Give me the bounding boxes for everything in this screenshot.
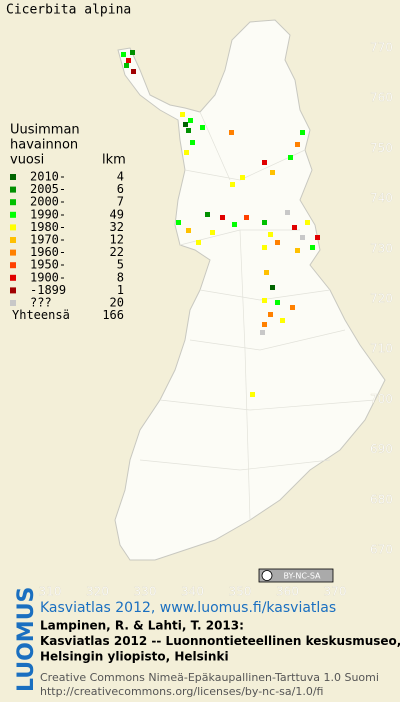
- legend-label: 1990-: [30, 207, 66, 221]
- legend-count: 5: [117, 258, 124, 272]
- legend-swatch: [10, 199, 16, 206]
- northing-label: 750: [370, 141, 393, 155]
- legend-label: 2010-: [30, 170, 66, 184]
- easting-label: 330: [134, 585, 157, 599]
- legend-swatch: [10, 287, 16, 294]
- legend-swatch: [10, 300, 16, 306]
- legend-label: 2000-: [30, 195, 66, 209]
- easting-label: 310: [39, 585, 62, 599]
- legend-label: 1980-: [30, 220, 66, 234]
- legend-count: 12: [110, 233, 124, 247]
- legend-count: 32: [110, 220, 124, 234]
- northing-label: 730: [370, 241, 393, 255]
- legend-total-label: Yhteensä: [12, 308, 70, 322]
- legend-count: 8: [117, 270, 124, 284]
- legend-label: 1970-: [30, 233, 66, 247]
- species-title: Cicerbita alpina: [6, 3, 131, 18]
- legend-swatch: [10, 186, 16, 193]
- northing-label: 670: [370, 543, 393, 557]
- map: [114, 19, 386, 561]
- legend-heading: vuosi: [10, 153, 44, 168]
- footer: Lampinen, R. & Lahti, T. 2013:Kasviatlas…: [40, 619, 400, 699]
- legend-count: 22: [110, 245, 124, 259]
- citation-line: Lampinen, R. & Lahti, T. 2013:: [40, 619, 244, 633]
- legend-heading: havainnon: [10, 138, 78, 153]
- legend-total: 166: [102, 308, 124, 322]
- observation-squares: [121, 50, 320, 397]
- license-badge: BY-NC-SA: [258, 568, 334, 583]
- license-line: http://creativecommons.org/licenses/by-n…: [40, 685, 323, 698]
- northing-label: 680: [370, 492, 393, 506]
- legend-swatch: [10, 224, 16, 231]
- legend-heading: Uusimman: [10, 123, 80, 138]
- legend-count-heading: lkm: [102, 153, 126, 168]
- northing-label: 740: [370, 191, 393, 205]
- northing-label: 690: [370, 442, 393, 456]
- legend-swatch: [10, 237, 16, 243]
- legend-label: 1950-: [30, 258, 66, 272]
- legend-label: -1899: [30, 283, 66, 297]
- easting-label: 340: [181, 585, 204, 599]
- legend-count: 1: [117, 283, 124, 297]
- legend-count: 49: [110, 207, 124, 221]
- easting-label: 360: [276, 585, 299, 599]
- northing-label: 770: [370, 41, 393, 55]
- legend-label: 2005-: [30, 182, 66, 196]
- northing-label: 720: [370, 292, 393, 306]
- legend-label: 1960-: [30, 245, 66, 259]
- logo: LUOMUS: [14, 587, 39, 692]
- legend-label: ???: [30, 296, 52, 310]
- legend-swatch: [10, 249, 16, 256]
- legend-swatch: [10, 274, 16, 281]
- easting-label: 320: [86, 585, 109, 599]
- license-line: Creative Commons Nimeä-Epäkaupallinen-Ta…: [40, 671, 379, 684]
- finland-outline: [114, 19, 386, 561]
- legend-swatch: [10, 211, 16, 218]
- citation-line: Kasviatlas 2012 -- Luonnontieteellinen k…: [40, 634, 400, 648]
- legend-count: 20: [110, 296, 124, 310]
- legend-count: 7: [117, 195, 124, 209]
- legend-swatch: [10, 262, 16, 269]
- legend-count: 4: [117, 170, 124, 184]
- northing-label: 710: [370, 342, 393, 356]
- legend-count: 6: [117, 182, 124, 196]
- headline: Kasviatlas 2012, www.luomus.fi/kasviatla…: [40, 600, 336, 616]
- legend-swatch: [10, 174, 16, 180]
- northing-label: 760: [370, 91, 393, 105]
- easting-label: 350: [229, 585, 252, 599]
- legend-label: 1900-: [30, 270, 66, 284]
- easting-label: 370: [324, 585, 347, 599]
- northing-label: 700: [370, 392, 393, 406]
- license-badge-text: BY-NC-SA: [283, 572, 321, 581]
- citation-line: Helsingin yliopisto, Helsinki: [40, 650, 229, 664]
